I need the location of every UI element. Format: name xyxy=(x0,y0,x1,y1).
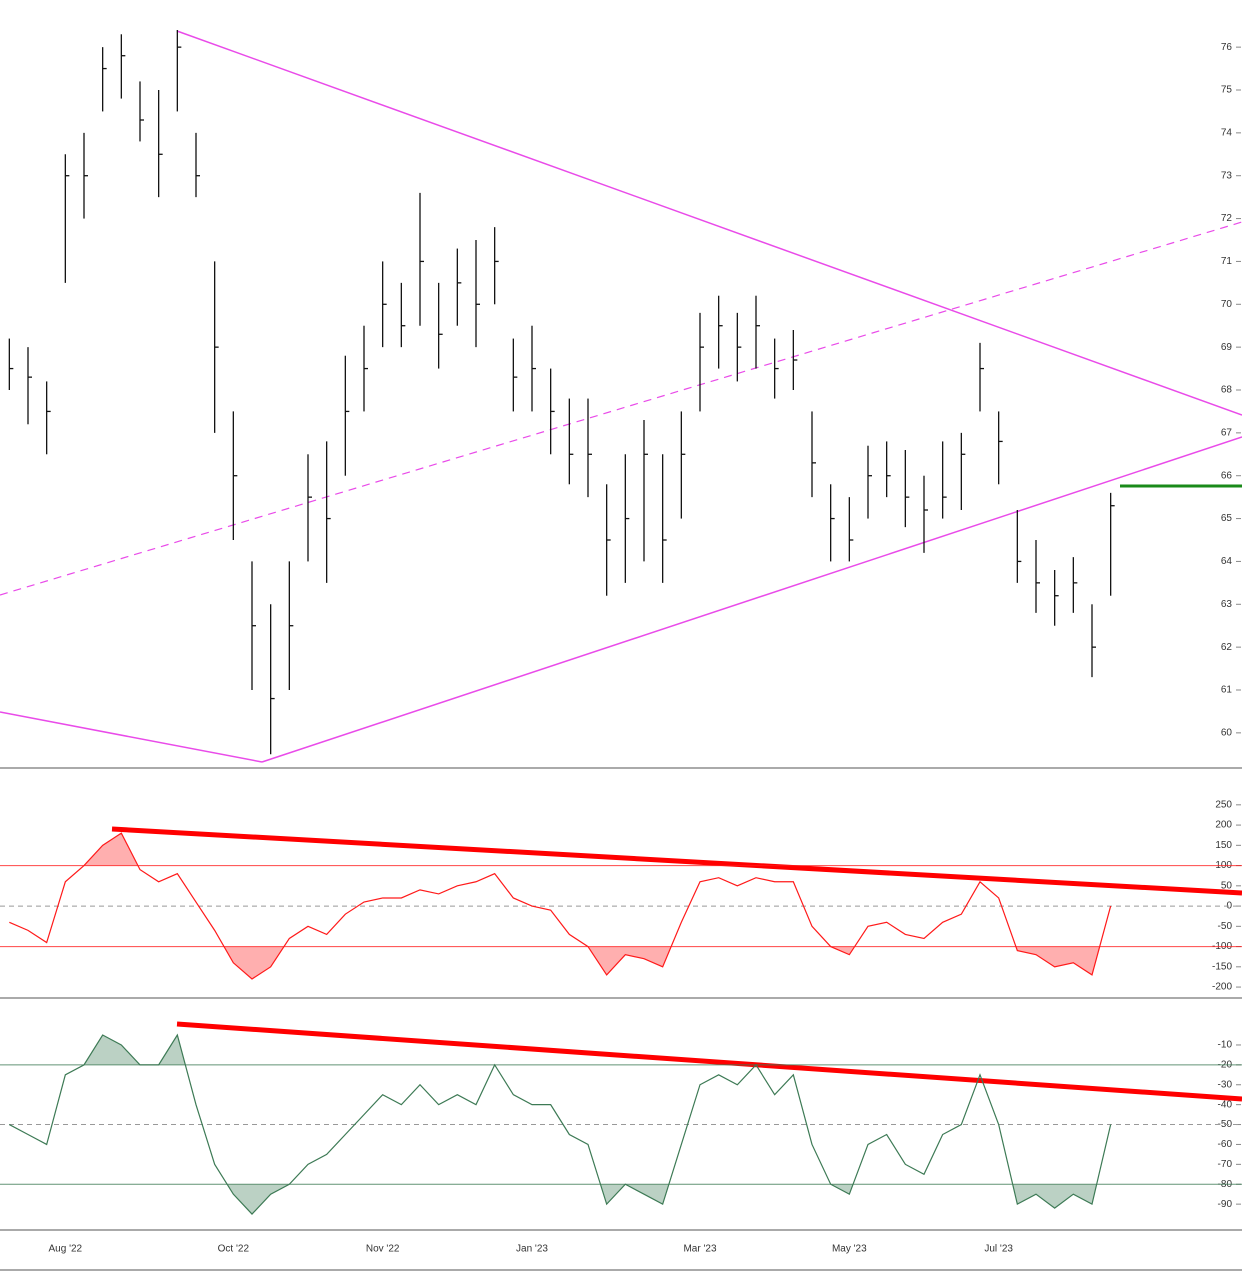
y-tick-label: 50 xyxy=(1221,880,1233,891)
y-tick-label: -70 xyxy=(1218,1159,1233,1170)
x-tick-label: Aug '22 xyxy=(49,1244,83,1255)
y-tick-label: 67 xyxy=(1221,427,1233,438)
y-tick-label: -200 xyxy=(1212,982,1232,993)
y-tick-label: -60 xyxy=(1218,1139,1233,1150)
y-tick-label: 150 xyxy=(1215,840,1232,851)
y-tick-label: 250 xyxy=(1215,799,1232,810)
y-tick-label: 74 xyxy=(1221,127,1233,138)
y-tick-label: 71 xyxy=(1221,256,1233,267)
y-tick-label: 66 xyxy=(1221,470,1233,481)
y-tick-label: 61 xyxy=(1221,685,1233,696)
y-tick-label: 65 xyxy=(1221,513,1233,524)
y-tick-label: -10 xyxy=(1218,1040,1233,1051)
y-tick-label: 200 xyxy=(1215,820,1232,831)
trendline xyxy=(261,436,1242,763)
x-tick-label: May '23 xyxy=(832,1244,867,1255)
y-tick-label: 69 xyxy=(1221,342,1233,353)
extreme-fill xyxy=(224,946,1100,979)
x-tick-label: Oct '22 xyxy=(218,1244,250,1255)
y-tick-label: 0 xyxy=(1226,901,1232,912)
y-tick-label: 73 xyxy=(1221,170,1233,181)
y-tick-label: 72 xyxy=(1221,213,1233,224)
y-tick-label: 70 xyxy=(1221,299,1233,310)
extreme-fill xyxy=(84,833,138,866)
indicator-line xyxy=(9,832,1112,980)
annotations xyxy=(0,30,1242,1102)
extreme-fill xyxy=(9,1035,1111,1065)
y-tick-label: 76 xyxy=(1221,42,1233,53)
trendline xyxy=(176,1021,1242,1102)
y-tick-label: 64 xyxy=(1221,556,1233,567)
y-tick-label: -90 xyxy=(1218,1199,1233,1210)
trendline xyxy=(0,711,263,763)
y-tick-label: -150 xyxy=(1212,961,1232,972)
x-tick-label: Nov '22 xyxy=(366,1244,400,1255)
y-tick-label: -40 xyxy=(1218,1099,1233,1110)
indicator-line xyxy=(9,1033,1112,1215)
y-tick-label: 62 xyxy=(1221,642,1233,653)
panel-borders xyxy=(0,767,1242,1271)
y-tick-label: -30 xyxy=(1218,1079,1233,1090)
y-tick-label: 63 xyxy=(1221,599,1233,610)
trendline xyxy=(176,30,1242,416)
y-tick-label: 60 xyxy=(1221,727,1233,738)
y-tick-label: -50 xyxy=(1218,921,1233,932)
x-tick-label: Jan '23 xyxy=(516,1244,548,1255)
y-tick-label: 68 xyxy=(1221,385,1233,396)
x-tick-label: Mar '23 xyxy=(683,1244,716,1255)
y-tick-label: 75 xyxy=(1221,85,1233,96)
x-tick-label: Jul '23 xyxy=(984,1244,1013,1255)
trendline xyxy=(111,826,1242,896)
trendline xyxy=(0,221,1242,596)
